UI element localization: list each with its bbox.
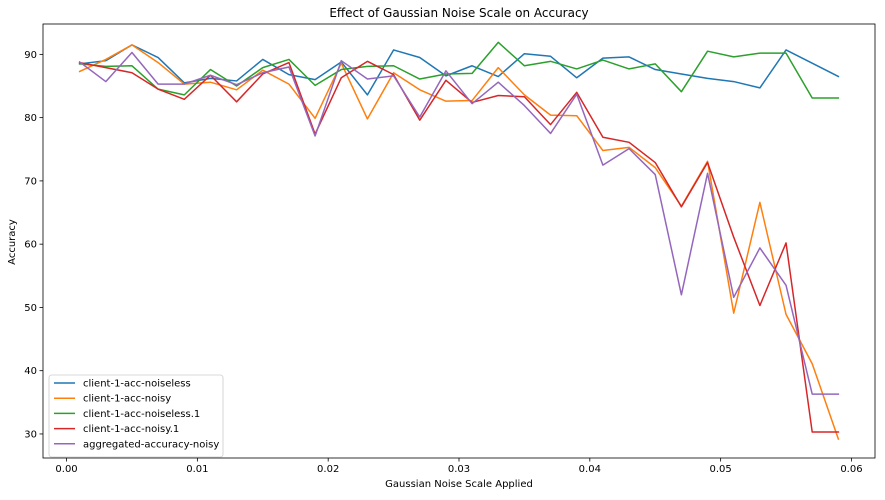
x-tick-label: 0.06 [840,464,862,475]
legend-box [48,374,224,458]
legend-label: aggregated-accuracy-noisy [83,439,219,450]
y-tick-label: 90 [24,50,37,61]
legend-label: client-1-acc-noisy.1 [83,424,179,435]
x-tick-label: 0.03 [448,464,470,475]
x-axis-label: Gaussian Noise Scale Applied [385,479,533,490]
x-tick-label: 0.05 [710,464,732,475]
series-line-3 [78,41,840,99]
legend-label: client-1-acc-noisy [83,394,171,405]
series-line-2 [78,44,840,440]
y-tick-label: 60 [24,240,37,251]
x-tick-label: 0.04 [579,464,601,475]
y-tick-label: 50 [24,303,37,314]
y-tick-label: 40 [24,366,37,377]
y-axis-label: Accuracy [7,219,18,265]
legend-label: client-1-acc-noiseless [83,379,191,390]
legend: client-1-acc-noiseless client-1-acc-noisy… [48,374,224,458]
x-tick-label: 0.02 [317,464,339,475]
x-tick-label: 0.00 [55,464,77,475]
legend-label: client-1-acc-noiseless.1 [83,409,200,420]
y-tick-label: 30 [24,429,37,440]
y-tick-label: 70 [24,176,37,187]
axes: 0.00 0.01 0.02 0.03 0.04 0.05 0.06 30 40 50 60 70 80… [24,23,876,475]
plot-area [78,41,840,440]
series-line-4 [78,60,840,433]
y-tick-label: 80 [24,113,37,124]
chart-title: Effect of Gaussian Noise Scale on Accura… [329,6,588,20]
series-line-5 [78,51,840,395]
x-tick-label: 0.01 [186,464,208,475]
